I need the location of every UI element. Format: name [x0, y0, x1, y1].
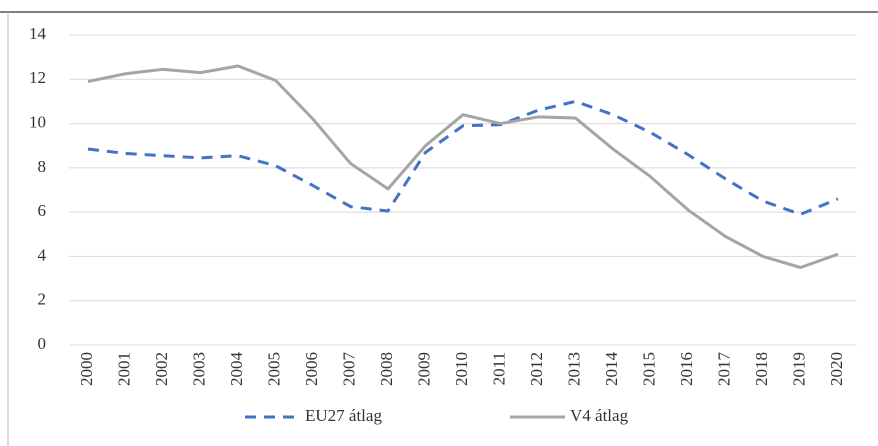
x-tick-label: 2004 [227, 352, 246, 387]
x-tick-label: 2014 [602, 352, 621, 387]
x-tick-label: 2013 [564, 352, 583, 386]
x-tick-label: 2006 [302, 352, 321, 386]
legend-label: V4 átlag [570, 406, 629, 425]
x-tick-label: 2010 [452, 352, 471, 386]
y-tick-label: 4 [38, 245, 47, 264]
y-tick-label: 2 [38, 290, 47, 309]
x-tick-label: 2005 [264, 352, 283, 386]
x-tick-label: 2001 [114, 352, 133, 386]
legend-label: EU27 átlag [305, 406, 382, 425]
y-tick-label: 0 [38, 334, 47, 353]
x-tick-label: 2009 [414, 352, 433, 386]
x-tick-label: 2003 [189, 352, 208, 386]
x-tick-label: 2020 [827, 352, 846, 386]
x-tick-label: 2007 [339, 352, 358, 387]
x-tick-label: 2000 [77, 352, 96, 386]
x-tick-label: 2002 [152, 352, 171, 386]
x-tick-label: 2008 [377, 352, 396, 386]
x-tick-label: 2011 [489, 352, 508, 385]
series-line [87, 99, 839, 216]
y-tick-label: 14 [29, 24, 47, 43]
y-tick-label: 12 [29, 68, 46, 87]
x-tick-label: 2015 [639, 352, 658, 386]
y-tick-label: 8 [38, 157, 47, 176]
series-line [87, 64, 839, 269]
y-tick-label: 10 [29, 112, 46, 131]
x-tick-label: 2017 [714, 352, 733, 387]
x-tick-label: 2012 [527, 352, 546, 386]
x-tick-label: 2016 [677, 352, 696, 386]
y-tick-label: 6 [38, 201, 47, 220]
x-tick-label: 2018 [752, 352, 771, 386]
x-tick-label: 2019 [789, 352, 808, 386]
